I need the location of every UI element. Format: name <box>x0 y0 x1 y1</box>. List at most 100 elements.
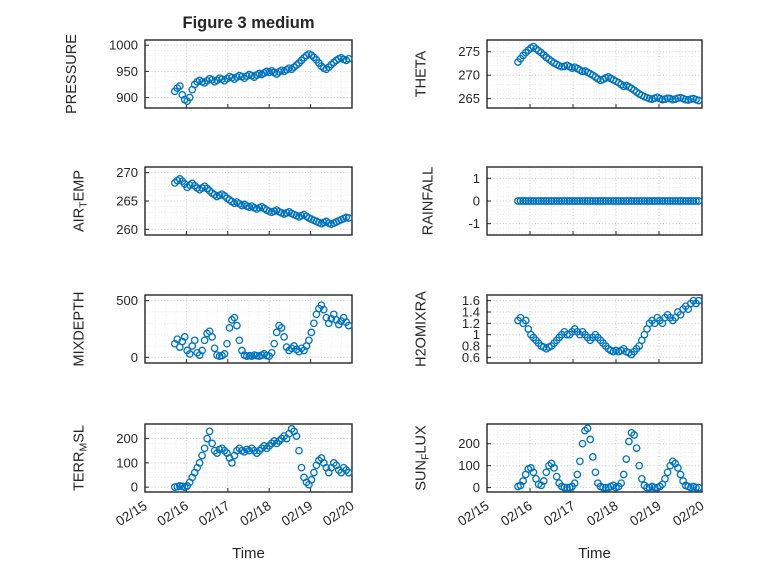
data-point <box>606 197 615 205</box>
x-tick-label: 02/16 <box>155 498 192 529</box>
data-point <box>650 483 659 492</box>
data-point <box>565 197 574 205</box>
y-axis-label: THETA <box>413 50 429 97</box>
data-point <box>319 305 328 314</box>
plot-area <box>145 295 352 363</box>
data-point <box>547 197 556 205</box>
y-tick-label: 1.4 <box>462 305 480 320</box>
scatter-points <box>514 197 703 205</box>
scatter-points <box>514 296 703 359</box>
data-point <box>550 464 558 472</box>
data-point <box>344 54 353 63</box>
data-point <box>529 468 538 477</box>
subplot-air_temp: 260 265 270 AIRTEMP <box>71 165 353 237</box>
data-point <box>681 197 690 205</box>
data-point <box>568 197 576 205</box>
y-axis-label: H2OMIXRA <box>413 291 429 367</box>
data-point <box>552 197 561 205</box>
data-point <box>542 197 551 205</box>
scatter-points <box>170 175 353 229</box>
data-point <box>529 197 538 205</box>
data-point <box>521 316 530 325</box>
data-point <box>552 472 561 481</box>
data-point <box>640 197 649 205</box>
data-point <box>519 477 527 485</box>
data-point <box>220 350 229 358</box>
data-point <box>344 468 353 477</box>
y-tick-label: 260 <box>116 222 138 237</box>
data-point <box>694 483 703 492</box>
data-point <box>671 197 680 205</box>
data-point <box>658 197 667 205</box>
data-point <box>656 197 664 205</box>
data-point <box>310 468 318 477</box>
data-point <box>310 319 318 328</box>
data-point <box>230 313 239 322</box>
y-tick-label: -1 <box>468 216 480 231</box>
y-tick-label: 265 <box>116 194 138 209</box>
data-point <box>676 470 685 479</box>
data-point <box>622 455 631 463</box>
data-point <box>692 197 700 205</box>
data-point <box>663 197 672 205</box>
x-tick-label: 02/15 <box>455 498 492 529</box>
subplot-rainfall: -1 0 1 RAINFALL <box>421 166 703 236</box>
data-point <box>233 321 241 330</box>
data-point <box>223 339 231 348</box>
y-tick-label: 100 <box>458 458 480 473</box>
data-point <box>198 451 206 460</box>
data-point <box>539 477 548 485</box>
data-point <box>545 197 553 205</box>
data-point <box>277 324 286 332</box>
data-point <box>570 197 579 205</box>
data-point <box>576 457 584 466</box>
y-tick-label: 1000 <box>109 38 138 53</box>
data-point <box>686 197 695 205</box>
data-point <box>297 463 306 472</box>
data-point <box>198 346 206 355</box>
data-point <box>694 296 703 305</box>
data-point <box>650 197 659 205</box>
data-point <box>578 197 587 205</box>
y-tick-label: 200 <box>458 436 480 451</box>
y-tick-label: 1.2 <box>462 316 480 331</box>
y-axis-label: TERRMSL <box>71 425 89 491</box>
data-point <box>668 197 677 205</box>
data-point <box>635 461 644 470</box>
data-point <box>637 197 646 205</box>
data-point <box>596 197 605 205</box>
subplot-sun_flux: 0 100 200 SUNFLUX 02/15 02/16 02/17 02/18 02/19 0… <box>413 423 707 562</box>
y-tick-label: 0.6 <box>462 350 480 365</box>
data-point <box>521 197 530 205</box>
data-point <box>270 339 279 348</box>
data-point <box>653 197 662 205</box>
scatter-points <box>170 50 353 106</box>
data-point <box>617 479 626 488</box>
data-point <box>586 197 595 205</box>
data-point <box>190 336 199 345</box>
data-point <box>674 464 682 472</box>
data-point <box>563 197 571 205</box>
data-point <box>573 197 582 205</box>
data-point <box>648 197 656 205</box>
data-point <box>663 468 672 477</box>
figure-title: Figure 3 medium <box>182 14 314 32</box>
subplot-theta: 265 270 275 THETA <box>413 39 703 109</box>
data-point <box>516 197 525 205</box>
y-tick-label: 1 <box>473 327 480 342</box>
data-point <box>625 437 633 446</box>
data-point <box>591 468 600 477</box>
data-point <box>614 197 623 205</box>
subplot-h2omixra: 0.60.811.21.41.6 H2OMIXRA <box>413 291 703 367</box>
data-point <box>532 197 540 205</box>
x-tick-label: 02/17 <box>541 498 578 529</box>
data-point <box>514 197 522 205</box>
data-point <box>576 197 584 205</box>
data-point <box>210 446 219 455</box>
data-point <box>307 476 316 484</box>
data-point <box>570 479 579 488</box>
subplot-terr_msl: 0 100 200 TERRMSL 02/15 02/16 02/17 02/18 02/19 0… <box>71 423 357 562</box>
y-tick-label: 0.8 <box>462 339 480 354</box>
data-point <box>692 483 700 492</box>
